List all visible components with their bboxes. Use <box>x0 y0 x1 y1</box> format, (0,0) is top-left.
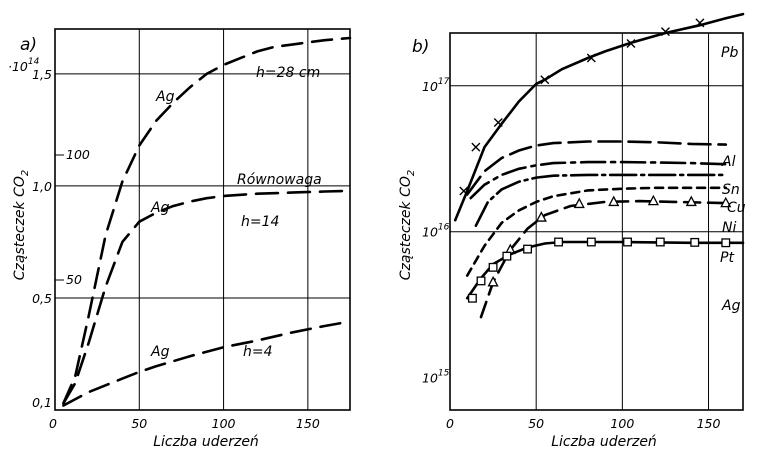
x-axis-label-b: Liczba uderzeń <box>551 434 657 450</box>
y-axis-label-b-subscript: 2 <box>406 170 417 176</box>
y-tick-label-b-exponent: 17 <box>438 77 450 87</box>
x-tick-label-b: 50 <box>528 416 544 431</box>
series-name-label-b: Pb <box>721 45 738 61</box>
marker-square-ag <box>554 237 564 247</box>
marker-x-pb <box>695 18 705 28</box>
series-line-b-1 <box>465 140 728 196</box>
marker-triangle-pt <box>647 194 659 206</box>
chart-panel-a: 0 50 100 150 0,1 0,5 1,0 1,5 50 100 ·1014 a) Liczba … <box>8 28 352 450</box>
series-condition-label-a: h=4 <box>243 344 273 360</box>
x-tick-label-b: 150 <box>697 416 721 431</box>
y-tick-label-b: 1017 <box>422 77 450 94</box>
y-tick-label-b: 1015 <box>422 369 450 386</box>
marker-square-ag <box>467 293 477 303</box>
series-line-b-2 <box>469 160 728 200</box>
series-name-label-a: Ag <box>150 344 170 360</box>
series-condition-label-a: h=14 <box>241 214 279 230</box>
series-name-label-a: Ag <box>155 89 175 105</box>
series-name-label-a: Ag <box>150 200 170 216</box>
x-axis-label-a: Liczba uderzeń <box>153 434 259 450</box>
marker-square-ag <box>655 237 665 247</box>
scale-factor-label-exponent: 14 <box>28 57 40 67</box>
marker-x-pb <box>660 27 670 37</box>
x-tick-label-b: 100 <box>610 416 634 431</box>
plot-frame-a <box>54 28 351 411</box>
y-tick-label-b-exponent: 15 <box>438 369 450 379</box>
series-name-label-b: Ni <box>722 220 736 236</box>
y-inner-tick-label-a: 50 <box>66 272 82 287</box>
y-axis-label-a-text: Cząsteczek CO <box>12 176 28 280</box>
marker-triangle-pt <box>720 196 732 208</box>
y-tick-label-a: 1,5 <box>32 67 52 82</box>
marker-square-ag <box>523 244 533 254</box>
series-line-b-5 <box>479 199 728 319</box>
y-axis-label-a-subscript: 2 <box>20 170 31 176</box>
marker-square-ag <box>586 237 596 247</box>
marker-square-ag <box>488 262 498 272</box>
marker-triangle-pt <box>608 195 620 207</box>
y-axis-label-a: Cząsteczek CO2 <box>12 170 31 281</box>
x-tick-label-b: 0 <box>446 416 454 431</box>
marker-x-pb <box>493 118 503 128</box>
scale-factor-label: ·1014 <box>8 57 40 74</box>
x-tick-label-a: 150 <box>296 416 320 431</box>
equilibrium-label: Równowaga <box>237 172 322 188</box>
series-line-a-2 <box>62 320 352 407</box>
series-name-label-b: Sn <box>722 182 740 198</box>
series-name-label-b: Cu <box>727 200 746 216</box>
y-axis-label-b: Cząsteczek CO2 <box>398 170 417 281</box>
series-line-b-0 <box>453 12 745 222</box>
marker-triangle-pt <box>535 211 547 222</box>
series-line-b-3 <box>474 173 728 227</box>
y-tick-label-b: 1016 <box>422 223 450 240</box>
series-name-label-b: Al <box>721 154 736 170</box>
marker-triangle-pt <box>487 275 499 287</box>
y-tick-label-a: 0,1 <box>32 395 52 410</box>
series-condition-label-a: h=28 cm <box>256 65 320 81</box>
y-tick-label-a: 0,5 <box>32 291 52 306</box>
x-tick-label-a: 0 <box>49 416 57 431</box>
y-tick-label-b-base: 10 <box>422 371 438 386</box>
marker-x-pb <box>626 38 636 48</box>
marker-triangle-pt <box>573 197 585 209</box>
y-tick-label-b-exponent: 16 <box>438 223 450 233</box>
y-tick-label-b-base: 10 <box>422 79 438 94</box>
x-tick-label-a: 100 <box>212 416 236 431</box>
y-tick-label-b-base: 10 <box>422 225 438 240</box>
marker-triangle-pt <box>685 195 697 207</box>
series-line-a-0 <box>62 36 352 405</box>
plot-frame-b <box>449 32 744 411</box>
y-tick-label-a: 1,0 <box>32 179 52 194</box>
marker-square-ag <box>721 238 731 248</box>
marker-square-ag <box>690 237 700 247</box>
y-axis-label-b-text: Cząsteczek CO <box>398 176 414 280</box>
marker-x-pb <box>540 75 550 85</box>
marker-x-pb <box>586 53 596 63</box>
series-name-label-b: Pt <box>720 250 734 266</box>
panel-label-b: b) <box>412 37 429 57</box>
marker-square-ag <box>502 251 512 261</box>
marker-square-ag <box>623 237 632 247</box>
panel-label-a: a) <box>20 35 37 55</box>
series-name-label-b: Ag <box>721 298 741 314</box>
x-tick-label-a: 50 <box>131 416 147 431</box>
scale-factor-label-base: ·10 <box>8 59 28 74</box>
series-line-a-1 <box>62 189 352 405</box>
series-line-b-4 <box>465 186 728 277</box>
marker-square-ag <box>476 276 486 286</box>
y-inner-tick-label-a: 100 <box>66 147 90 162</box>
marker-x-pb <box>471 142 481 152</box>
